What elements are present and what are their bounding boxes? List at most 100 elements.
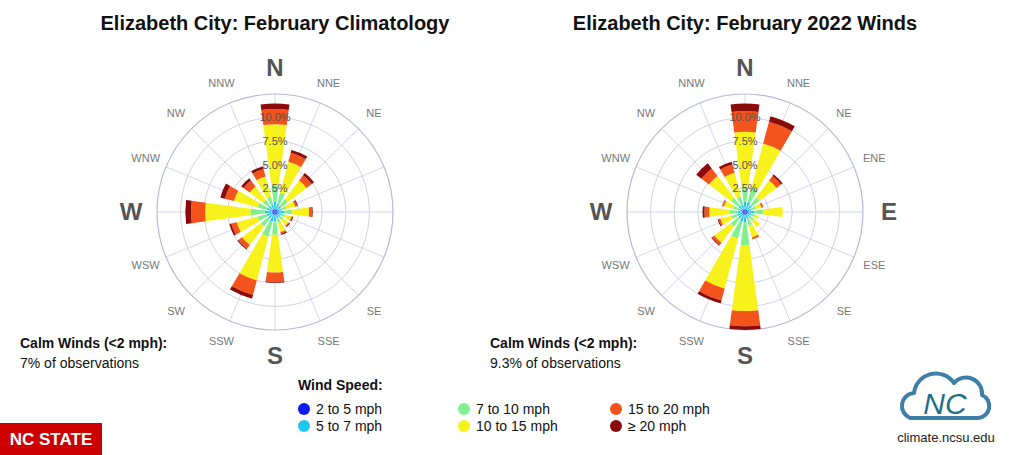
bar-segment: [746, 214, 749, 218]
direction-label: NE: [836, 107, 851, 119]
direction-label: SW: [167, 305, 185, 317]
bar-segment: [274, 202, 277, 210]
bar-segment: [722, 200, 726, 206]
brand-box: [0, 423, 102, 455]
bar-segment: [752, 219, 760, 227]
direction-label: W: [120, 198, 143, 225]
bar-segment: [230, 286, 253, 298]
spoke: [662, 212, 745, 295]
bar-segment: [745, 211, 749, 212]
bar-segment: [730, 210, 738, 214]
bar-segment: [742, 212, 745, 213]
chart-title: Elizabeth City: February 2022 Winds: [573, 12, 917, 34]
direction-label: W: [590, 198, 613, 225]
legend-label: 5 to 7 mph: [316, 418, 382, 434]
bar-segment: [782, 207, 783, 217]
bar-segment: [744, 202, 747, 210]
direction-label: S: [267, 342, 283, 369]
bar-segment: [295, 200, 298, 206]
legend: Wind Speed:2 to 5 mph5 to 7 mph7 to 10 m…: [298, 377, 710, 434]
bar-segment: [763, 207, 783, 217]
bar-segment: [279, 211, 285, 214]
bar-segment: [284, 210, 292, 215]
source: climate.ncsu.edu: [897, 430, 995, 445]
bar-segment: [284, 215, 291, 221]
radial-tick-label: 10.0%: [729, 111, 760, 123]
bar-segment: [703, 206, 705, 217]
bar-segment: [290, 216, 293, 221]
direction-label: WSW: [132, 259, 161, 271]
bar-segment: [272, 221, 278, 234]
bar-segment: [274, 215, 277, 222]
bar-segment: [285, 222, 289, 226]
bar-segment: [266, 281, 285, 283]
bar-segment: [719, 219, 723, 226]
bar-segment: [757, 216, 758, 219]
bar-segment: [737, 196, 743, 205]
bar-segment: [709, 207, 730, 217]
chart-title: Elizabeth City: February Climatology: [101, 12, 451, 34]
bar-segment: [205, 203, 251, 222]
direction-label: NW: [167, 107, 186, 119]
polar-plot: 2.5%5.0%7.5%10.0%NNNENEENEEESESESSESSSWS…: [590, 54, 897, 369]
bar-segment: [291, 150, 308, 159]
bar-segment: [730, 310, 760, 326]
bar-segment: [272, 212, 275, 213]
bar-segment: [191, 201, 206, 223]
direction-label: SSW: [679, 335, 705, 347]
radial-tick-label: 5.0%: [262, 159, 287, 171]
direction-label: SE: [837, 305, 852, 317]
spoke: [275, 212, 358, 295]
bar-segment: [744, 212, 746, 215]
grid: [157, 94, 393, 330]
direction-label: NNW: [678, 77, 705, 89]
bar-segment: [275, 211, 279, 212]
annotation: 9.3% of observations: [490, 355, 621, 371]
bar-segment: [237, 217, 260, 232]
bar-segment: [277, 209, 281, 212]
direction-label: WNW: [131, 152, 160, 164]
bar-segment: [286, 223, 290, 227]
bar-segment: [744, 209, 745, 212]
direction-label: S: [737, 342, 753, 369]
bar-segment: [274, 209, 275, 212]
bar-segment: [744, 209, 746, 212]
legend-title: Wind Speed:: [298, 377, 383, 393]
bar-segment: [754, 215, 759, 219]
legend-label: 10 to 15 mph: [476, 418, 558, 434]
bar-segment: [729, 325, 760, 330]
bar-segment: [761, 203, 763, 208]
bar-segment: [743, 210, 745, 212]
radial-tick-label: 10.0%: [259, 111, 290, 123]
bar-segment: [267, 196, 273, 205]
bar-segment: [293, 201, 297, 207]
bar-segment: [756, 223, 760, 227]
bar-segment: [769, 116, 795, 131]
bar-segment: [275, 212, 276, 215]
bar-segment: [745, 212, 746, 215]
legend-swatch: [298, 403, 310, 415]
bar-segment: [747, 209, 751, 212]
bar-segment: [756, 223, 760, 227]
bar-segment: [281, 232, 287, 235]
bars: [696, 103, 795, 330]
bar-segment: [745, 210, 747, 212]
radial-tick-label: 7.5%: [732, 135, 757, 147]
grid-ring: [181, 118, 370, 307]
bar-segment: [274, 212, 276, 215]
bar-segment: [749, 211, 755, 214]
bar-segment: [276, 214, 279, 218]
bar-segment: [718, 219, 722, 226]
legend-label: 7 to 10 mph: [476, 401, 550, 417]
spoke: [192, 212, 275, 295]
radial-tick-label: 2.5%: [262, 182, 287, 194]
annotation: 7% of observations: [20, 355, 139, 371]
bar-segment: [738, 205, 743, 210]
direction-label: N: [266, 54, 283, 81]
bar-segment: [281, 218, 288, 225]
axis-line: [157, 94, 393, 330]
bar-segment: [738, 213, 743, 216]
bar-segment: [303, 173, 314, 184]
direction-label: SE: [367, 305, 382, 317]
bar-segment: [747, 218, 752, 226]
